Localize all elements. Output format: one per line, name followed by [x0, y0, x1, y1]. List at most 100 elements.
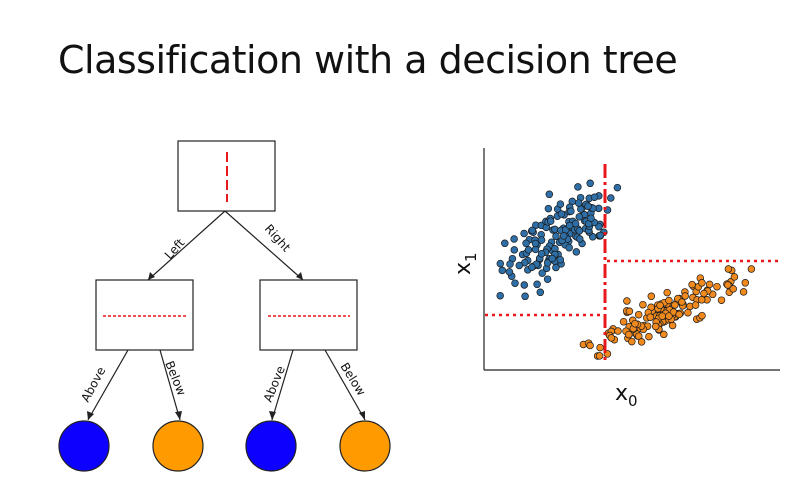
orange-point	[697, 296, 706, 304]
orange-point	[724, 265, 733, 273]
edge-root-right	[224, 210, 304, 281]
blue-point	[510, 246, 519, 254]
blue-point	[559, 232, 568, 240]
arrowhead-right	[296, 272, 303, 280]
blue-point	[586, 179, 594, 188]
orange-point	[698, 279, 706, 287]
x-axis-label-sub: 0	[628, 392, 638, 410]
blue-point	[536, 288, 545, 297]
orange-point	[741, 279, 750, 287]
blue-point	[545, 190, 554, 199]
edge-root-left	[147, 210, 226, 281]
blue-point	[587, 214, 595, 222]
blue-point	[543, 275, 552, 283]
orange-point	[665, 312, 673, 320]
orange-point	[684, 308, 692, 317]
blue-point	[501, 239, 509, 248]
leaf-orange-1	[152, 420, 204, 472]
x-axis-label: x0	[615, 381, 638, 410]
blue-point	[575, 213, 584, 221]
blue-point	[544, 204, 553, 213]
leaf-blue-2	[245, 420, 297, 472]
orange-point	[724, 281, 732, 289]
blue-point	[515, 261, 524, 270]
orange-point	[623, 297, 631, 305]
blue-point	[520, 281, 529, 289]
orange-point	[747, 265, 756, 273]
blue-point	[595, 222, 603, 231]
blue-point	[528, 263, 536, 271]
orange-point	[691, 301, 700, 309]
edge-right-above	[271, 349, 294, 421]
blue-point	[548, 254, 556, 263]
edge-left-above	[87, 349, 129, 421]
arrowhead-right-above	[269, 411, 276, 420]
blue-point	[565, 243, 573, 252]
blue-point	[521, 292, 529, 301]
orange-point	[713, 282, 721, 291]
leaf-blue-1	[58, 420, 110, 472]
blue-point	[607, 194, 615, 202]
blue-point	[531, 239, 540, 248]
orange-point	[658, 312, 667, 320]
orange-point	[730, 273, 739, 281]
arrowhead-left-below	[175, 411, 182, 420]
leaf-orange-2	[339, 420, 391, 472]
right-node	[259, 279, 358, 351]
orange-point	[607, 334, 616, 342]
edge-right-below	[324, 349, 366, 421]
scatter-plot: x0 x1	[451, 148, 780, 410]
blue-point	[552, 232, 560, 240]
blue-point	[543, 259, 552, 267]
orange-point	[596, 343, 604, 352]
blue-point	[496, 259, 505, 268]
orange-point	[634, 310, 643, 319]
blue-point	[537, 236, 546, 244]
orange-point	[729, 285, 737, 293]
edge-label-left-below: Below	[162, 359, 189, 398]
orange-point	[700, 289, 708, 298]
orange-point	[705, 280, 714, 289]
arrowhead-right-below	[359, 411, 365, 420]
orange-point	[645, 332, 653, 341]
blue-point	[511, 279, 519, 287]
orange-point	[625, 330, 633, 339]
blue-point	[613, 183, 622, 192]
blue-point	[533, 280, 541, 289]
orange-point	[639, 300, 647, 309]
y-axis-label-sub: 1	[462, 252, 480, 262]
blue-point	[556, 255, 565, 264]
orange-point	[619, 317, 628, 326]
orange-point	[688, 280, 696, 289]
blue-point	[572, 248, 581, 256]
orange-point	[739, 288, 748, 296]
left-node	[95, 279, 194, 351]
blue-point	[557, 210, 566, 218]
blue-point	[556, 200, 565, 208]
edge-label-right: Right	[262, 222, 294, 255]
blue-point	[528, 226, 537, 235]
blue-point	[546, 217, 555, 225]
orange-point	[637, 338, 646, 346]
edge-label-left-above: Above	[78, 365, 108, 405]
orange-point	[660, 330, 668, 339]
blue-point	[552, 263, 560, 272]
blue-point	[565, 221, 574, 230]
orange-point	[651, 322, 660, 331]
orange-point	[625, 307, 634, 316]
orange-point	[681, 292, 689, 300]
orange-point	[628, 337, 636, 346]
orange-point	[675, 310, 683, 319]
edge-label-left: Left	[162, 236, 188, 262]
blue-point	[505, 268, 514, 276]
blue-point	[498, 266, 507, 275]
orange-point	[586, 341, 594, 350]
blue-point	[590, 193, 599, 201]
blue-point	[567, 207, 575, 215]
points-layer	[496, 179, 756, 360]
orange-point	[717, 296, 726, 304]
orange-point	[663, 288, 671, 297]
blue-point	[522, 239, 530, 248]
orange-point	[646, 313, 655, 321]
orange-point	[678, 298, 686, 306]
